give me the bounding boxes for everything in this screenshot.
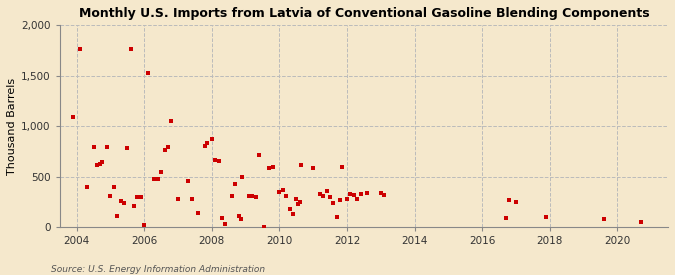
Point [142, 70, 153, 75]
Point [331, 215, 342, 219]
Point [288, 212, 298, 217]
Point [259, 225, 269, 229]
Point [129, 204, 140, 208]
Point [92, 163, 103, 168]
Point [335, 198, 346, 202]
Point [315, 192, 325, 196]
Point [254, 153, 265, 158]
Point [281, 194, 292, 198]
Point [599, 217, 610, 221]
Point [264, 165, 275, 170]
Point [149, 176, 160, 181]
Point [213, 159, 224, 164]
Point [510, 200, 521, 204]
Point [362, 191, 373, 195]
Point [88, 145, 99, 150]
Point [237, 174, 248, 179]
Point [379, 192, 389, 197]
Point [115, 199, 126, 203]
Point [173, 197, 184, 201]
Point [247, 194, 258, 198]
Point [163, 145, 173, 150]
Point [235, 217, 246, 221]
Point [156, 169, 167, 174]
Title: Monthly U.S. Imports from Latvia of Conventional Gasoline Blending Components: Monthly U.S. Imports from Latvia of Conv… [78, 7, 649, 20]
Point [112, 214, 123, 218]
Point [321, 189, 332, 193]
Point [230, 182, 241, 186]
Point [348, 192, 359, 197]
Point [207, 137, 217, 141]
Point [234, 214, 244, 218]
Point [227, 194, 238, 198]
Text: Source: U.S. Energy Information Administration: Source: U.S. Energy Information Administ… [51, 265, 265, 274]
Point [325, 195, 335, 199]
Point [183, 178, 194, 183]
Point [109, 185, 119, 189]
Point [136, 195, 146, 199]
Point [201, 141, 212, 145]
Point [352, 197, 362, 201]
Point [318, 194, 329, 198]
Point [636, 220, 647, 224]
Point [337, 164, 348, 169]
Point [68, 115, 79, 119]
Point [250, 195, 261, 199]
Point [291, 197, 302, 201]
Point [139, 223, 150, 227]
Point [504, 198, 514, 202]
Point [308, 165, 319, 170]
Point [345, 192, 356, 196]
Point [193, 211, 204, 215]
Point [200, 144, 211, 148]
Point [294, 200, 305, 204]
Point [274, 189, 285, 194]
Point [284, 207, 295, 211]
Point [267, 164, 278, 169]
Point [342, 197, 352, 201]
Point [119, 201, 130, 205]
Y-axis label: Thousand Barrels: Thousand Barrels [7, 78, 17, 175]
Point [210, 158, 221, 163]
Point [153, 176, 163, 181]
Point [126, 47, 136, 52]
Point [166, 119, 177, 123]
Point [159, 148, 170, 153]
Point [375, 191, 386, 195]
Point [97, 160, 107, 165]
Point [541, 215, 551, 219]
Point [132, 195, 143, 199]
Point [355, 192, 366, 196]
Point [95, 162, 106, 167]
Point [122, 146, 133, 150]
Point [292, 202, 303, 206]
Point [102, 145, 113, 150]
Point [220, 222, 231, 226]
Point [328, 201, 339, 205]
Point [186, 197, 197, 201]
Point [217, 216, 227, 220]
Point [105, 194, 116, 198]
Point [82, 185, 92, 189]
Point [277, 188, 288, 192]
Point [244, 194, 254, 198]
Point [500, 216, 511, 220]
Point [296, 163, 307, 167]
Point [75, 47, 86, 52]
